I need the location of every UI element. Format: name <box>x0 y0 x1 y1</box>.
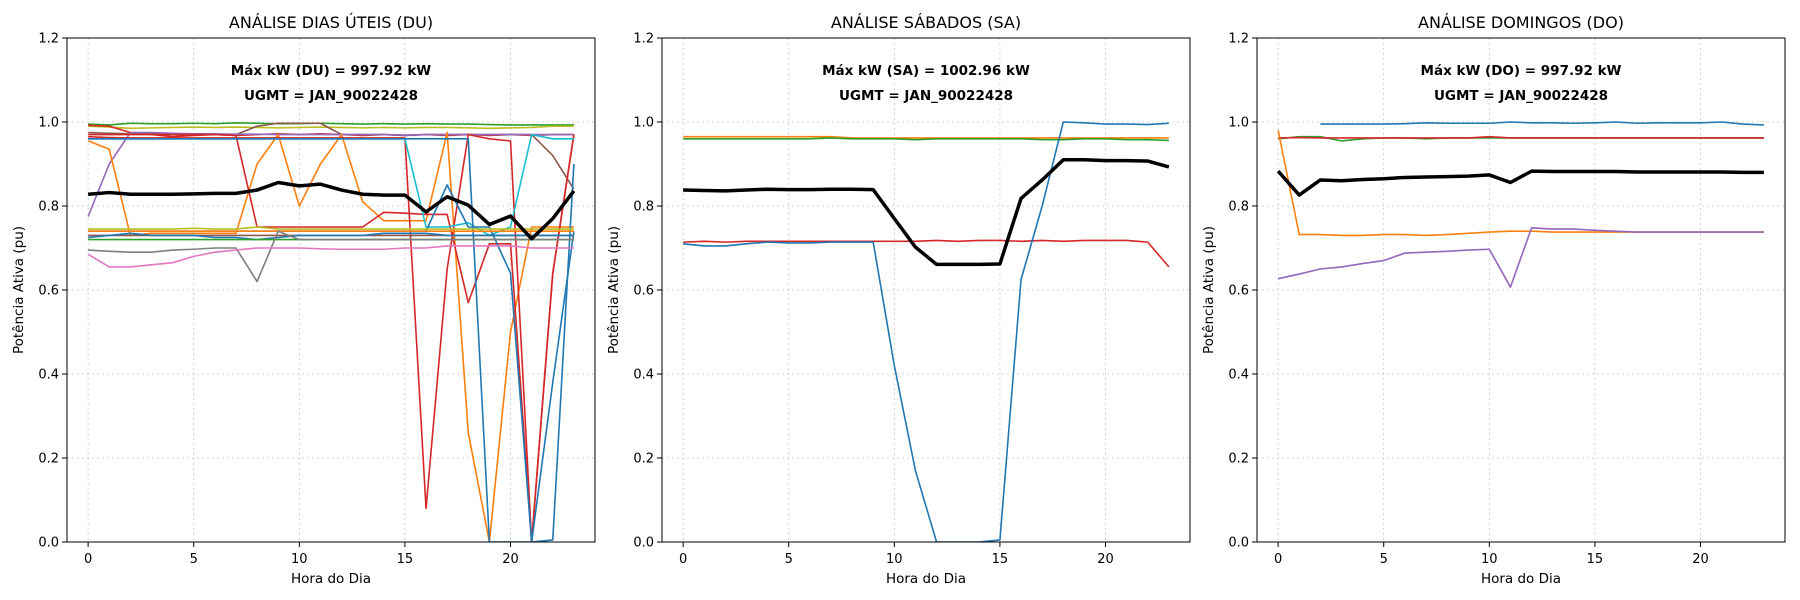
series-line-1 <box>88 125 574 130</box>
x-tick-label: 0 <box>679 552 687 567</box>
plot-area <box>662 38 1190 542</box>
y-axis-label: Potência Ativa (pu) <box>1201 226 1217 354</box>
chart-title: ANÁLISE DOMINGOS (DO) <box>1418 13 1624 32</box>
x-tick-label: 5 <box>190 552 198 567</box>
series-line-11 <box>88 226 574 230</box>
y-axis-label: Potência Ativa (pu) <box>11 226 27 354</box>
annotation-ugmt: UGMT = JAN_90022428 <box>839 88 1013 104</box>
y-tick-label: 1.2 <box>633 32 654 47</box>
series-line-4 <box>87 131 574 217</box>
x-axis-label: Hora do Dia <box>1481 571 1561 587</box>
y-tick-label: 0.6 <box>38 284 59 299</box>
annotation-max-kw: Máx kW (SA) = 1002.96 kW <box>822 63 1030 79</box>
y-tick-label: 1.0 <box>1228 116 1249 131</box>
series-line-9 <box>88 138 575 542</box>
y-tick-label: 0.0 <box>1228 536 1249 551</box>
series-line-average <box>87 180 576 241</box>
y-tick-label: 0.4 <box>38 368 59 383</box>
chart-panel-weekdays: 0 5 10 15 20 0.0 0.2 0.4 0.6 0.8 1.0 1.2 ANÁLISE DI… <box>11 13 596 587</box>
x-tick-label: 0 <box>1274 552 1282 567</box>
y-tick-label: 0.4 <box>633 368 654 383</box>
y-tick-label: 0.8 <box>38 200 59 215</box>
series-line-2 <box>683 239 1170 268</box>
series-line-16 <box>88 230 574 283</box>
y-tick-label: 0.6 <box>633 284 654 299</box>
annotation-max-kw: Máx kW (DO) = 997.92 kW <box>1421 63 1622 79</box>
y-tick-label: 0.8 <box>1228 200 1249 215</box>
x-tick-label: 5 <box>785 552 793 567</box>
x-tick-label: 15 <box>397 552 414 567</box>
chart-title: ANÁLISE DIAS ÚTEIS (DU) <box>229 13 433 32</box>
y-tick-label: 0.2 <box>38 452 59 467</box>
series-line-1 <box>683 137 1169 142</box>
x-tick-label: 10 <box>886 552 903 567</box>
annotation-ugmt: UGMT = JAN_90022428 <box>1434 88 1608 104</box>
series-group <box>683 121 1170 542</box>
y-tick-label: 0.4 <box>1228 368 1249 383</box>
x-tick-label: 20 <box>502 552 519 567</box>
series-line-average <box>683 158 1170 267</box>
x-tick-label: 20 <box>1097 552 1114 567</box>
annotation-max-kw: Máx kW (DU) = 997.92 kW <box>231 63 432 79</box>
annotation-ugmt: UGMT = JAN_90022428 <box>244 88 418 104</box>
y-tick-label: 1.2 <box>1228 32 1249 47</box>
series-line-0 <box>683 135 1169 139</box>
x-tick-label: 10 <box>291 552 308 567</box>
y-axis-label: Potência Ativa (pu) <box>606 226 622 354</box>
series-line-14 <box>88 232 574 241</box>
series-group <box>1276 121 1764 288</box>
chart-panel-sundays: 0 5 10 15 20 0.0 0.2 0.4 0.6 0.8 1.0 1.2 ANÁLISE DO… <box>1201 13 1786 587</box>
series-line-3 <box>683 121 1169 542</box>
x-tick-label: 5 <box>1380 552 1388 567</box>
series-line-average <box>1276 169 1764 197</box>
series-line-2 <box>1278 135 1764 139</box>
y-tick-label: 0.2 <box>1228 452 1249 467</box>
x-tick-label: 0 <box>84 552 92 567</box>
plot-area <box>1257 38 1785 542</box>
x-axis-label: Hora do Dia <box>886 571 966 587</box>
x-tick-label: 10 <box>1481 552 1498 567</box>
y-tick-label: 0.0 <box>38 536 59 551</box>
y-tick-label: 0.2 <box>633 452 654 467</box>
series-group <box>87 122 576 542</box>
series-line-0 <box>88 122 574 126</box>
series-line-17 <box>87 245 574 268</box>
x-tick-label: 15 <box>992 552 1009 567</box>
series-line-4 <box>1277 227 1764 288</box>
x-tick-label: 15 <box>1587 552 1604 567</box>
y-tick-label: 0.6 <box>1228 284 1249 299</box>
plot-area <box>67 38 595 542</box>
series-line-6 <box>88 133 575 542</box>
y-tick-label: 0.8 <box>633 200 654 215</box>
y-tick-label: 1.2 <box>38 32 59 47</box>
chart-panel-saturdays: 0 5 10 15 20 0.0 0.2 0.4 0.6 0.8 1.0 1.2 ANÁLISE SÁ… <box>606 13 1191 587</box>
y-tick-label: 1.0 <box>38 116 59 131</box>
series-line-7 <box>88 133 575 542</box>
series-line-0 <box>1320 121 1764 126</box>
y-tick-label: 0.0 <box>633 536 654 551</box>
series-line-5 <box>87 131 574 542</box>
y-tick-label: 1.0 <box>633 116 654 131</box>
x-tick-label: 20 <box>1692 552 1709 567</box>
chart-title: ANÁLISE SÁBADOS (SA) <box>831 13 1021 32</box>
x-axis-label: Hora do Dia <box>291 571 371 587</box>
